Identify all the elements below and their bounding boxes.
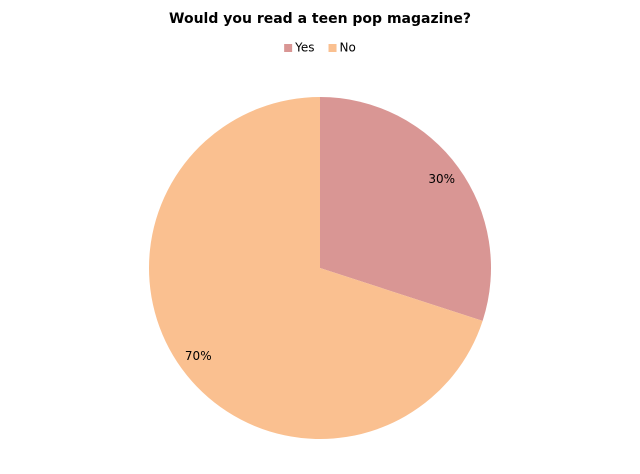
legend-label: No <box>340 41 356 55</box>
pie-slice <box>320 97 491 321</box>
legend-swatch <box>328 44 337 52</box>
data-label: 70% <box>185 349 212 363</box>
legend-swatch <box>284 44 293 52</box>
data-label: 30% <box>428 172 455 186</box>
pie-slice <box>148 97 483 439</box>
chart-title: Would you read a teen pop magazine? <box>169 11 471 27</box>
legend-label: Yes <box>294 41 314 55</box>
